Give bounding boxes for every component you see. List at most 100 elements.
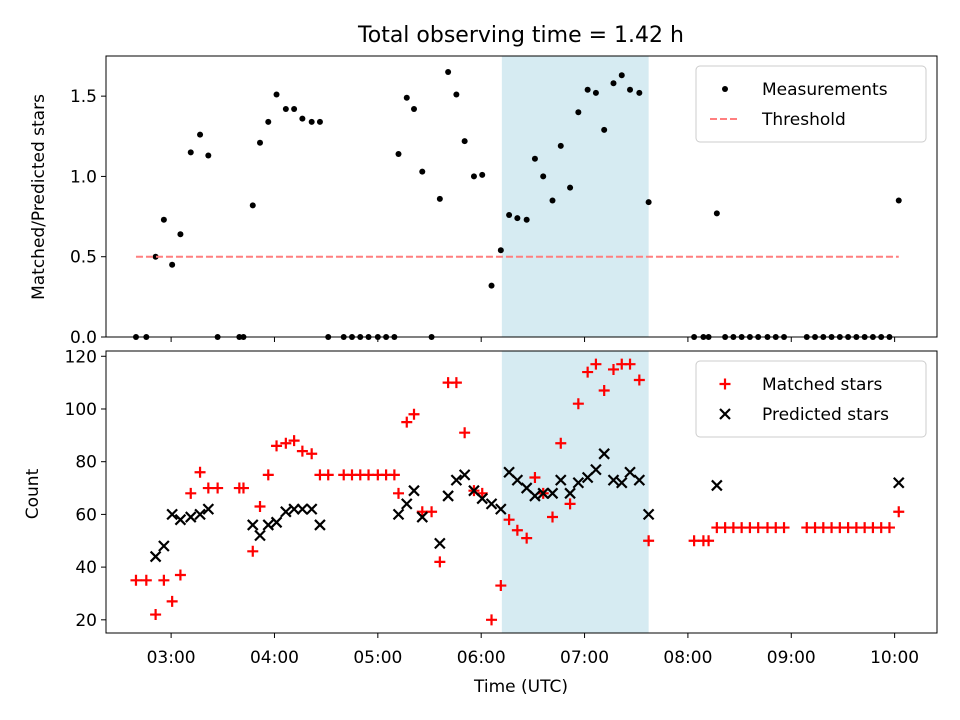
measurement-point (436, 195, 443, 202)
matched-star-point (511, 524, 523, 536)
measurement-point (627, 86, 634, 93)
matched-star-point (393, 487, 405, 499)
y-tick-label: 20 (75, 611, 97, 631)
y-tick-label: 80 (75, 453, 97, 473)
highlight-span (501, 56, 649, 337)
x-tick-label: 05:00 (353, 648, 402, 668)
measurement-point (169, 261, 176, 268)
matched-star-point (752, 522, 764, 534)
measurement-point (691, 334, 698, 340)
matched-star-point (262, 469, 274, 481)
matched-star-point (237, 482, 249, 494)
legend-box (695, 65, 927, 143)
measurement-point (461, 138, 468, 145)
measurement-point (592, 89, 599, 96)
predicted-star-point (495, 503, 507, 515)
matched-star-point (633, 374, 645, 386)
matched-star-point (280, 437, 292, 449)
legend-marker (719, 378, 731, 390)
measurement-point (772, 334, 779, 340)
measurement-point (152, 253, 159, 260)
matched-star-point (434, 556, 446, 568)
measurement-point (445, 69, 452, 76)
matched-star-point (140, 574, 152, 586)
measurement-point (205, 152, 212, 159)
predicted-star-point (485, 498, 498, 510)
legend-label: Measurements (762, 80, 888, 100)
predicted-star-point (174, 513, 187, 526)
measurement-point (746, 334, 753, 340)
measurement-point (886, 334, 893, 340)
matched-star-point (883, 522, 895, 534)
legend-label: Matched stars (762, 375, 882, 395)
x-tick-label: 03:00 (147, 648, 196, 668)
measurement-point (357, 334, 364, 340)
measurement-point (391, 334, 398, 340)
predicted-star-point (546, 487, 559, 500)
matched-star-point (547, 511, 559, 523)
y-tick-label: 120 (65, 347, 97, 367)
measurement-point (878, 334, 885, 340)
measurement-point (160, 216, 167, 223)
matched-star-point (212, 482, 224, 494)
matched-star-point (643, 535, 655, 547)
matched-star-point (150, 609, 162, 621)
predicted-star-point (280, 505, 292, 518)
measurement-point (240, 334, 247, 340)
matched-star-point (476, 487, 488, 499)
measurement-point (828, 334, 835, 340)
matched-star-point (306, 448, 318, 460)
predicted-star-point (434, 537, 446, 550)
matched-star-point (555, 437, 567, 449)
top-panel: 0.0 0.5 1.0 1.5 Measurements Threshold (70, 55, 938, 348)
matched-star-point (296, 445, 308, 457)
y-tick-label: 1.0 (70, 167, 97, 187)
chart-title: Total observing time = 1.42 h (357, 23, 684, 48)
y-tick-label: 0.5 (70, 248, 97, 268)
matched-star-point (521, 532, 533, 544)
measurement-point (488, 282, 495, 289)
matched-star-point (495, 580, 507, 592)
predicted-star-point (194, 508, 206, 521)
predicted-star-point (711, 479, 723, 492)
measurement-point (419, 168, 426, 175)
axes-frame (105, 350, 938, 634)
measurement-point (523, 216, 530, 223)
matched-star-point (590, 358, 602, 370)
measurement-point (557, 142, 564, 149)
matched-star-point (529, 472, 541, 484)
predicted-star-point (642, 508, 655, 521)
predicted-star-point (537, 487, 549, 500)
measurement-point (636, 89, 643, 96)
predicted-star-point (892, 476, 905, 489)
legend-marker (722, 86, 728, 92)
predicted-star-point (296, 503, 309, 515)
predicted-star-point (400, 498, 413, 510)
measurement-point (308, 118, 315, 125)
predicted-star-point (202, 503, 215, 515)
highlight-span (501, 351, 649, 633)
y-tick-label: 60 (75, 505, 97, 525)
measurement-point (214, 334, 221, 340)
predicted-star-point (416, 511, 429, 523)
matched-star-point (408, 408, 420, 420)
y-tick-label: 100 (65, 400, 97, 420)
measurement-point (610, 80, 617, 87)
measurement-point (514, 215, 521, 222)
matched-star-point (194, 466, 206, 478)
measurement-point (730, 334, 737, 340)
legend-marker (719, 408, 731, 420)
x-tick-label: 09:00 (767, 648, 816, 668)
matched-star-point (598, 385, 610, 397)
measurement-point (403, 94, 410, 101)
x-tick-label: 07:00 (560, 648, 609, 668)
measurement-point (282, 105, 289, 112)
measurement-point (820, 334, 827, 340)
matched-star-point (624, 358, 636, 370)
measurement-point (618, 72, 625, 79)
measurement-point (853, 334, 860, 340)
measurement-point (755, 334, 762, 340)
measurement-point (236, 334, 243, 340)
predicted-star-point (529, 490, 541, 502)
matched-star-point (778, 522, 790, 534)
